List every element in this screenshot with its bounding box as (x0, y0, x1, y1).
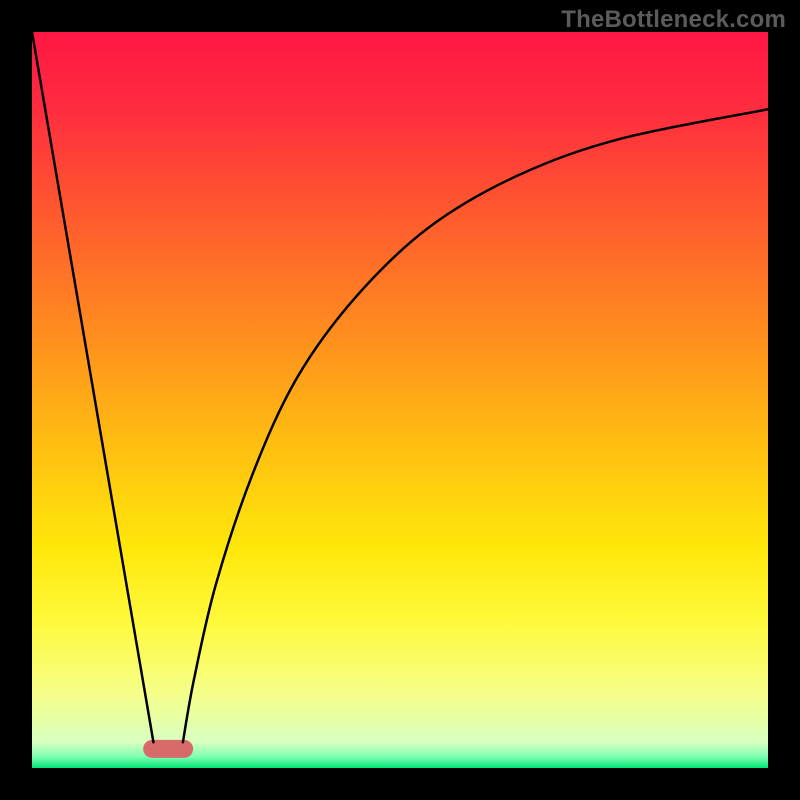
plot-area (32, 32, 768, 768)
bottleneck-marker (143, 740, 193, 758)
chart-stage: TheBottleneck.com (0, 0, 800, 800)
chart-svg (0, 0, 800, 800)
gradient-background (32, 32, 768, 768)
watermark-text: TheBottleneck.com (561, 6, 786, 34)
